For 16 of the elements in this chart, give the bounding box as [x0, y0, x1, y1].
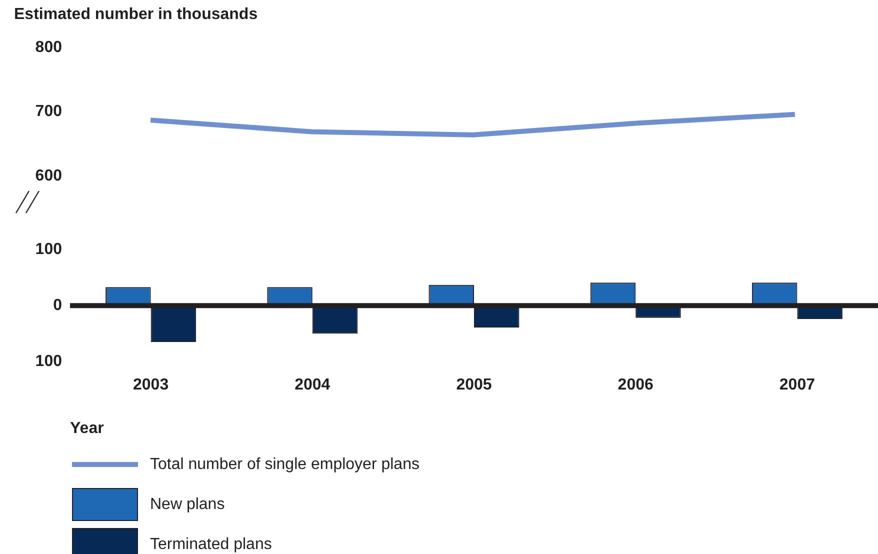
legend-label: New plans	[150, 496, 225, 514]
x-tick-label: 2003	[133, 376, 169, 394]
legend-label: Terminated plans	[150, 536, 272, 554]
x-tick-label: 2004	[294, 376, 330, 394]
chart-title: Estimated number in thousands	[14, 6, 258, 24]
legend-label: Total number of single employer plans	[150, 456, 420, 474]
x-tick-label: 2007	[779, 376, 816, 394]
x-tick-label: 2006	[618, 376, 654, 394]
x-axis-title: Year	[70, 420, 104, 437]
y-tick-label: 100	[35, 353, 62, 370]
y-tick-label: 700	[35, 103, 62, 120]
y-tick-label: 0	[53, 297, 62, 314]
y-tick-label: 600	[35, 167, 62, 184]
y-tick-label: 800	[35, 39, 62, 56]
x-tick-label: 2005	[456, 376, 492, 394]
y-tick-label: 100	[35, 241, 62, 258]
